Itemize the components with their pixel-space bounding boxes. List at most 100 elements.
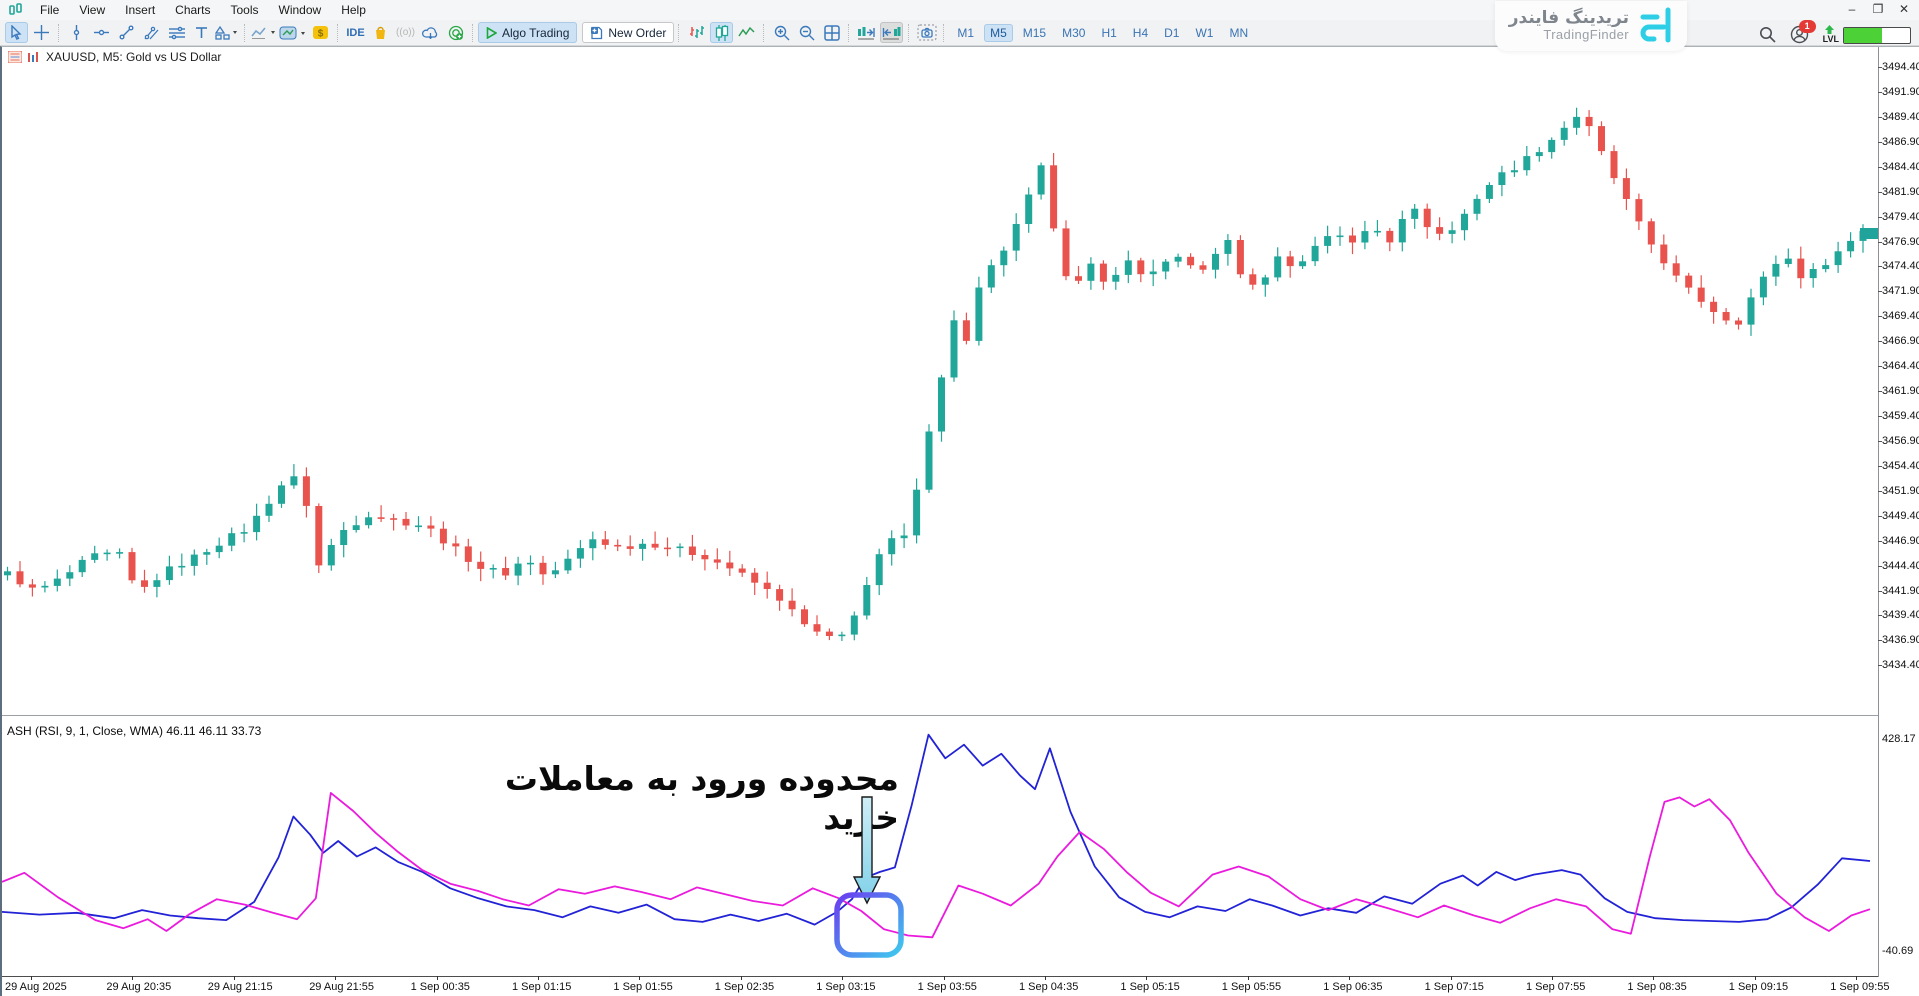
timeframe-button-m15[interactable]: M15 [1022, 25, 1047, 40]
level-widget[interactable]: LVL [1822, 24, 1911, 44]
restore-button[interactable]: ❐ [1872, 1, 1884, 16]
menu-items: File View Insert Charts Tools Window Help [30, 1, 376, 19]
algo-trading-label: Algo Trading [502, 25, 570, 40]
equidistant-lines-tool-button[interactable] [165, 22, 188, 43]
algo-trading-button[interactable]: Algo Trading [478, 22, 578, 43]
new-order-label: New Order [608, 25, 667, 40]
timeframe-button-m1[interactable]: M1 [957, 25, 975, 40]
screenshot-button[interactable] [915, 22, 938, 43]
bar-chart-type-button[interactable] [685, 22, 708, 43]
price-axis-label: 3476.90 [1882, 235, 1919, 248]
ide-button[interactable]: IDE [346, 26, 365, 39]
current-price-marker [1860, 227, 1878, 239]
timeframe-button-h1[interactable]: H1 [1101, 25, 1117, 40]
time-axis-label: 29 Aug 21:15 [207, 981, 273, 993]
dollar-financial-button[interactable]: $ [309, 22, 332, 43]
line-chart-type-button[interactable] [735, 22, 758, 43]
price-tick [1878, 241, 1882, 243]
time-axis[interactable]: 29 Aug 2025 29 Aug 20:35 29 Aug 21:15 29 Au… [2, 976, 1919, 996]
cloud-icon[interactable] [419, 22, 442, 43]
timeframe-button-mn[interactable]: MN [1229, 25, 1249, 40]
timeframe-button-w1[interactable]: W1 [1195, 25, 1214, 40]
shapes-dropdown-button[interactable] [215, 22, 239, 43]
indicator-label: ASH (RSI, 9, 1, Close, WMA) 46.11 46.11 … [7, 724, 268, 738]
timeframe-button-m5[interactable]: M5 [984, 23, 1013, 42]
cursor-tool-button[interactable] [5, 22, 28, 43]
menu-item-tools[interactable]: Tools [230, 3, 259, 17]
menu-item-view[interactable]: View [79, 3, 106, 17]
trendline-tool-button[interactable] [115, 22, 138, 43]
level-label: LVL [1822, 33, 1839, 44]
price-axis-label: 3486.90 [1882, 135, 1919, 148]
main-price-chart[interactable] [2, 66, 1878, 714]
timeframe-buttons: M1 M5 M15 M30 H1 H4 D1 W1 MN [949, 23, 1256, 42]
signals-icon[interactable]: ((o)) [396, 27, 415, 38]
shift-end-button[interactable] [855, 22, 878, 43]
watermark-persian-text: تریدینگ فایندر [1508, 8, 1629, 29]
objects-window-dropdown-button[interactable] [279, 22, 307, 43]
time-tick [740, 976, 742, 980]
menu-item-charts[interactable]: Charts [175, 3, 211, 17]
level-progress-bar [1843, 26, 1911, 44]
level-progress-fill [1844, 27, 1883, 43]
price-tick [1878, 465, 1882, 467]
price-tick [1878, 590, 1882, 592]
text-tool-button[interactable] [190, 22, 213, 43]
price-tick [1878, 266, 1882, 268]
time-axis-label: 1 Sep 05:55 [1221, 981, 1282, 993]
window-controls: – ❐ ✕ [1841, 0, 1915, 17]
time-axis-label: 1 Sep 02:35 [714, 981, 775, 993]
price-axis-label: 3474.40 [1882, 260, 1919, 273]
time-tick [233, 976, 235, 980]
chart-window[interactable]: XAUUSD, M5: Gold vs US Dollar 3494.40 349… [0, 46, 1919, 996]
time-axis-label: 29 Aug 2025 [5, 981, 67, 993]
timeframe-button-d1[interactable]: D1 [1164, 25, 1180, 40]
watermark-english-text: TradingFinder [1543, 27, 1629, 43]
chart-title-row: XAUUSD, M5: Gold vs US Dollar [8, 50, 221, 64]
menu-item-insert[interactable]: Insert [125, 3, 156, 17]
channel-tool-button[interactable] [140, 22, 163, 43]
price-axis[interactable]: 3494.40 3491.90 3489.40 3486.90 3484.40 3481.… [1878, 61, 1919, 714]
timeframe-button-m30[interactable]: M30 [1062, 25, 1086, 40]
price-tick [1878, 565, 1882, 567]
new-order-button[interactable]: New Order [582, 22, 675, 43]
pane-separator[interactable] [2, 715, 1878, 716]
notification-badge: 1 [1798, 19, 1816, 33]
indicators-dropdown-button[interactable] [251, 22, 277, 43]
svg-text:$: $ [318, 28, 324, 39]
play-icon [486, 26, 497, 39]
profile-icon[interactable]: 1 [1790, 19, 1816, 44]
time-axis-label: 1 Sep 05:15 [1120, 981, 1180, 993]
entry-zone-box [834, 892, 904, 958]
minimize-button[interactable]: – [1848, 1, 1856, 16]
menu-item-window[interactable]: Window [278, 3, 322, 17]
price-axis-label: 3464.40 [1882, 360, 1919, 373]
time-tick [1856, 976, 1858, 980]
price-tick [1878, 440, 1882, 442]
price-tick [1878, 216, 1882, 218]
time-axis-label: 1 Sep 00:35 [410, 981, 470, 993]
tile-windows-button[interactable] [820, 22, 843, 43]
zoom-out-button[interactable] [795, 22, 818, 43]
timeframe-button-h4[interactable]: H4 [1132, 25, 1149, 40]
community-icon[interactable] [444, 22, 467, 43]
horizontal-line-tool-button[interactable] [90, 22, 113, 43]
market-bag-icon[interactable] [369, 22, 392, 43]
time-axis-label: 1 Sep 03:55 [917, 981, 977, 993]
annotation-arrow-and-box [834, 796, 904, 958]
crosshair-tool-button[interactable] [30, 22, 53, 43]
time-axis-label: 1 Sep 09:15 [1728, 981, 1789, 993]
menu-item-file[interactable]: File [40, 3, 60, 17]
price-tick [1878, 91, 1882, 93]
candle-chart-type-button[interactable] [710, 22, 734, 43]
auto-scroll-button[interactable] [880, 22, 904, 43]
close-button[interactable]: ✕ [1898, 1, 1910, 16]
indicator-pane[interactable] [2, 717, 1878, 977]
time-tick [31, 976, 32, 980]
menu-item-help[interactable]: Help [341, 3, 366, 17]
zoom-in-button[interactable] [770, 22, 793, 43]
vertical-line-tool-button[interactable] [65, 22, 88, 43]
time-axis-label: 1 Sep 01:55 [613, 981, 673, 993]
search-icon[interactable] [1759, 26, 1776, 43]
price-tick [1878, 166, 1882, 168]
